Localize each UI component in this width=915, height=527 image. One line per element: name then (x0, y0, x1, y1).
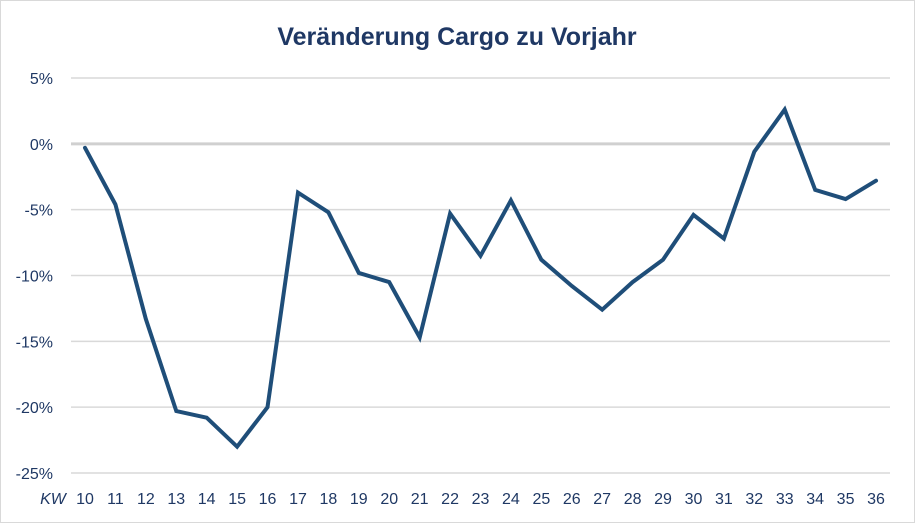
gridlines (71, 77, 890, 474)
x-tick-label: 28 (624, 491, 642, 508)
x-tick-label: 25 (532, 491, 550, 508)
chart-title: Veränderung Cargo zu Vorjahr (277, 23, 637, 51)
x-tick-label: 18 (319, 491, 337, 508)
x-tick-label: 33 (776, 491, 794, 508)
x-tick-label: 20 (380, 491, 398, 508)
data-line (83, 105, 878, 450)
x-tick-label: 16 (259, 491, 277, 508)
x-tick-label: 34 (806, 491, 824, 508)
x-axis-title: KW (40, 491, 68, 508)
x-tick-label: 36 (867, 491, 885, 508)
y-tick-label: -5% (25, 203, 53, 220)
x-tick-label: 13 (167, 491, 185, 508)
y-tick-label: 0% (30, 137, 53, 154)
y-tick-label: -15% (16, 334, 53, 351)
y-tick-label: -10% (16, 269, 53, 286)
x-tick-label: 23 (472, 491, 490, 508)
x-tick-label: 10 (76, 491, 94, 508)
y-tick-label: -20% (16, 400, 53, 417)
x-tick-label: 22 (441, 491, 459, 508)
y-tick-label: -25% (16, 466, 53, 483)
x-tick-label: 17 (289, 491, 307, 508)
x-tick-label: 31 (715, 491, 733, 508)
x-tick-label: 11 (107, 491, 124, 508)
y-tick-label: 5% (30, 71, 53, 88)
x-axis-labels: 10 11 12 13 14 15 16 17 18 19 20 21 22 23 24 25 26 27 28 29… (76, 491, 885, 508)
x-tick-label: 32 (745, 491, 763, 508)
x-tick-label: 26 (563, 491, 581, 508)
x-tick-label: 14 (198, 491, 216, 508)
x-tick-label: 12 (137, 491, 155, 508)
x-tick-label: 27 (593, 491, 611, 508)
y-axis-labels: 5% 0% -5% -10% -15% -20% -25% (16, 71, 53, 483)
x-tick-label: 30 (685, 491, 703, 508)
x-tick-label: 35 (837, 491, 855, 508)
x-tick-label: 21 (411, 491, 429, 508)
x-tick-label: 29 (654, 491, 672, 508)
x-tick-label: 19 (350, 491, 368, 508)
x-tick-label: 15 (228, 491, 246, 508)
x-tick-label: 24 (502, 491, 520, 508)
